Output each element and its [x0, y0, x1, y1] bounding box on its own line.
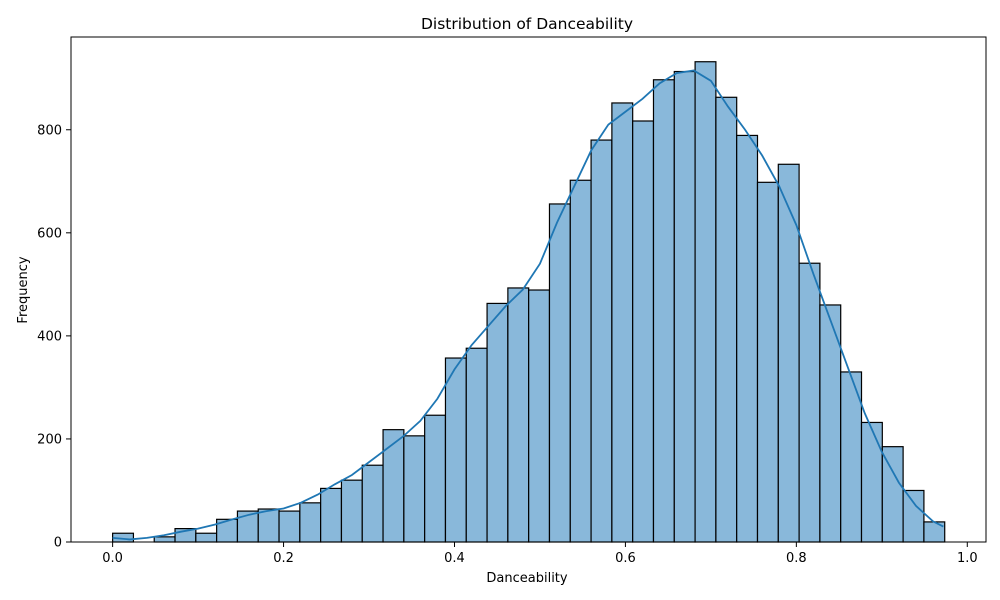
y-tick-label: 400: [37, 329, 62, 344]
histogram-bar: [652, 79, 675, 543]
histogram-bar: [340, 479, 363, 543]
x-axis-label: Danceability: [486, 571, 568, 586]
histogram-bar: [153, 536, 176, 543]
histogram-bar: [195, 532, 218, 543]
histogram-bars: [112, 61, 946, 543]
histogram-bar: [465, 347, 488, 543]
histogram-bar: [798, 262, 821, 543]
histogram-bar: [382, 429, 405, 543]
y-tick-label: 600: [37, 226, 62, 241]
histogram-bar: [320, 487, 343, 543]
histogram-bar: [590, 139, 613, 543]
histogram-bar: [361, 464, 384, 543]
histogram-bar: [278, 510, 301, 543]
histogram-bar: [673, 70, 696, 543]
histogram-bar: [756, 181, 779, 543]
histogram-bar: [486, 302, 509, 543]
histogram-bar: [507, 287, 530, 543]
histogram-bar: [881, 446, 904, 543]
kde-curve: [112, 69, 944, 541]
histogram-bar: [860, 421, 883, 543]
x-tick-label: 0.0: [102, 551, 123, 566]
histogram-bar: [611, 102, 634, 543]
histogram-bar: [902, 489, 925, 543]
histogram-bar: [257, 508, 280, 543]
x-tick-label: 0.4: [444, 551, 465, 566]
histogram-bar: [736, 134, 759, 543]
histogram-bar: [299, 502, 322, 543]
y-axis-label: Frequency: [16, 256, 31, 323]
x-tick-label: 0.8: [786, 551, 807, 566]
histogram-bar: [569, 179, 592, 543]
histogram-bar: [715, 96, 738, 543]
histogram-bar: [424, 414, 447, 543]
x-tick-label: 1.0: [957, 551, 978, 566]
x-axis-ticks: 0.0 0.2 0.4 0.6 0.8 1.0: [102, 542, 978, 566]
y-tick-label: 0: [54, 536, 62, 551]
histogram-bar: [403, 435, 426, 543]
y-tick-label: 200: [37, 432, 62, 447]
histogram-bar: [777, 163, 800, 543]
y-axis-ticks: 0 200 400 600 800: [37, 123, 71, 551]
histogram-bar: [528, 289, 551, 543]
plot-frame: [70, 36, 987, 543]
histogram-bar: [694, 61, 717, 543]
histogram-bar: [444, 357, 467, 543]
x-tick-label: 0.6: [615, 551, 636, 566]
histogram-bar: [632, 120, 655, 543]
y-tick-label: 800: [37, 123, 62, 138]
histogram-bar: [548, 203, 571, 543]
x-tick-label: 0.2: [273, 551, 294, 566]
chart-title: Distribution of Danceability: [421, 15, 633, 33]
